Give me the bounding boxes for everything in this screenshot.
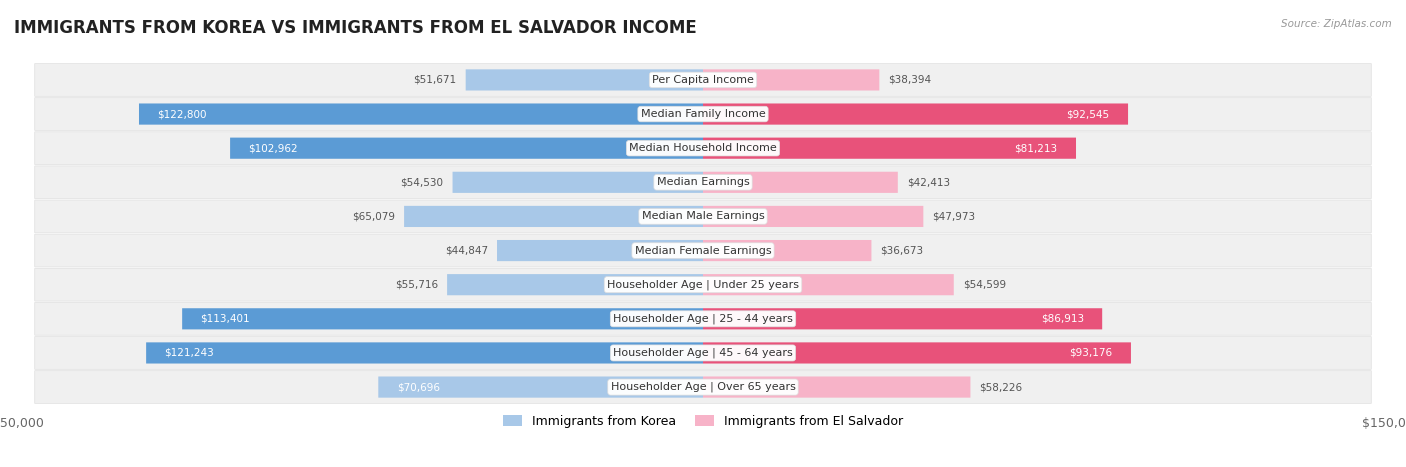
Text: $102,962: $102,962 — [249, 143, 298, 153]
Text: $113,401: $113,401 — [201, 314, 250, 324]
FancyBboxPatch shape — [703, 308, 1102, 329]
FancyBboxPatch shape — [703, 274, 953, 295]
FancyBboxPatch shape — [703, 376, 970, 398]
FancyBboxPatch shape — [703, 240, 872, 261]
Text: Median Female Earnings: Median Female Earnings — [634, 246, 772, 255]
Text: $121,243: $121,243 — [165, 348, 214, 358]
FancyBboxPatch shape — [703, 70, 879, 91]
Text: $93,176: $93,176 — [1070, 348, 1112, 358]
Text: $54,599: $54,599 — [963, 280, 1007, 290]
FancyBboxPatch shape — [35, 98, 1371, 130]
Text: $70,696: $70,696 — [396, 382, 440, 392]
Text: IMMIGRANTS FROM KOREA VS IMMIGRANTS FROM EL SALVADOR INCOME: IMMIGRANTS FROM KOREA VS IMMIGRANTS FROM… — [14, 19, 697, 37]
Text: $38,394: $38,394 — [889, 75, 932, 85]
Text: $51,671: $51,671 — [413, 75, 457, 85]
FancyBboxPatch shape — [35, 64, 1371, 96]
FancyBboxPatch shape — [35, 371, 1371, 403]
FancyBboxPatch shape — [465, 70, 703, 91]
Text: Median Earnings: Median Earnings — [657, 177, 749, 187]
Text: Per Capita Income: Per Capita Income — [652, 75, 754, 85]
Text: $47,973: $47,973 — [932, 212, 976, 221]
FancyBboxPatch shape — [378, 376, 703, 398]
Text: $92,545: $92,545 — [1067, 109, 1109, 119]
FancyBboxPatch shape — [496, 240, 703, 261]
Text: $81,213: $81,213 — [1015, 143, 1057, 153]
Text: $58,226: $58,226 — [980, 382, 1022, 392]
FancyBboxPatch shape — [703, 172, 898, 193]
Text: Householder Age | 25 - 44 years: Householder Age | 25 - 44 years — [613, 313, 793, 324]
Text: $44,847: $44,847 — [444, 246, 488, 255]
FancyBboxPatch shape — [404, 206, 703, 227]
FancyBboxPatch shape — [703, 206, 924, 227]
FancyBboxPatch shape — [139, 104, 703, 125]
Text: $36,673: $36,673 — [880, 246, 924, 255]
Text: Median Family Income: Median Family Income — [641, 109, 765, 119]
Text: Median Household Income: Median Household Income — [628, 143, 778, 153]
FancyBboxPatch shape — [35, 200, 1371, 233]
FancyBboxPatch shape — [703, 138, 1076, 159]
FancyBboxPatch shape — [231, 138, 703, 159]
FancyBboxPatch shape — [35, 166, 1371, 198]
Text: Source: ZipAtlas.com: Source: ZipAtlas.com — [1281, 19, 1392, 28]
Text: Median Male Earnings: Median Male Earnings — [641, 212, 765, 221]
Text: $122,800: $122,800 — [157, 109, 207, 119]
FancyBboxPatch shape — [35, 132, 1371, 164]
Text: $42,413: $42,413 — [907, 177, 950, 187]
Text: Householder Age | 45 - 64 years: Householder Age | 45 - 64 years — [613, 348, 793, 358]
Legend: Immigrants from Korea, Immigrants from El Salvador: Immigrants from Korea, Immigrants from E… — [498, 410, 908, 433]
FancyBboxPatch shape — [703, 342, 1130, 363]
Text: Householder Age | Under 25 years: Householder Age | Under 25 years — [607, 279, 799, 290]
FancyBboxPatch shape — [35, 303, 1371, 335]
FancyBboxPatch shape — [453, 172, 703, 193]
Text: $65,079: $65,079 — [352, 212, 395, 221]
FancyBboxPatch shape — [146, 342, 703, 363]
FancyBboxPatch shape — [35, 269, 1371, 301]
Text: $55,716: $55,716 — [395, 280, 437, 290]
FancyBboxPatch shape — [703, 104, 1128, 125]
Text: $54,530: $54,530 — [401, 177, 443, 187]
FancyBboxPatch shape — [183, 308, 703, 329]
FancyBboxPatch shape — [35, 337, 1371, 369]
Text: Householder Age | Over 65 years: Householder Age | Over 65 years — [610, 382, 796, 392]
Text: $86,913: $86,913 — [1040, 314, 1084, 324]
FancyBboxPatch shape — [35, 234, 1371, 267]
FancyBboxPatch shape — [447, 274, 703, 295]
